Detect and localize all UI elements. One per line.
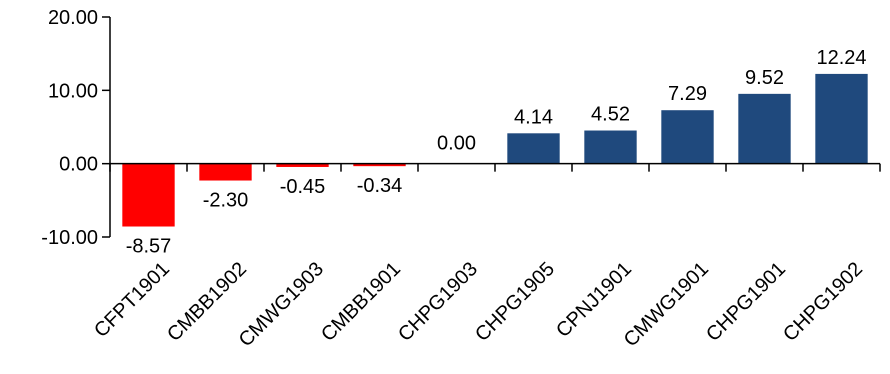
bar-cmbb1902 xyxy=(199,163,252,181)
bar-chpg1901 xyxy=(738,93,791,164)
data-label-chpg1903: 0.00 xyxy=(437,133,476,155)
data-label-cfpt1901: -8.57 xyxy=(126,236,172,258)
bar-cmwg1901 xyxy=(661,110,714,164)
x-tick-label-chpg1903: CHPG1903 xyxy=(394,258,482,346)
data-label-chpg1901: 9.52 xyxy=(745,67,784,89)
data-label-cmbb1901: -0.34 xyxy=(357,175,403,197)
y-tick-label: 10.00 xyxy=(48,80,98,102)
x-tick-label-chpg1905: CHPG1905 xyxy=(471,258,559,346)
x-tick-label-cmbb1901: CMBB1901 xyxy=(317,258,405,346)
data-label-chpg1902: 12.24 xyxy=(816,47,866,69)
x-tick-label-chpg1901: CHPG1901 xyxy=(702,258,790,346)
x-tick-label-cpnj1901: CPNJ1901 xyxy=(552,258,636,342)
y-tick-label: 20.00 xyxy=(48,7,98,29)
bar-cmbb1901 xyxy=(353,163,406,167)
data-labels: -8.57 -2.30 -0.45 -0.34 0.00 4.14 4.52 7.29 9.52… xyxy=(126,47,867,258)
category-labels: CFPT1901CMBB1902CMWG1903CMBB1901CHPG1903… xyxy=(90,258,867,351)
bar-cfpt1901 xyxy=(122,163,175,227)
x-axis xyxy=(109,162,881,172)
bar-chpg1902 xyxy=(815,73,868,164)
x-tick-label-chpg1902: CHPG1902 xyxy=(779,258,867,346)
bar-cpnj1901 xyxy=(584,130,637,164)
x-tick-label-cfpt1901: CFPT1901 xyxy=(90,258,174,342)
bar-chpg1905 xyxy=(507,133,560,164)
data-label-cmwg1903: -0.45 xyxy=(280,176,326,198)
data-label-cmbb1902: -2.30 xyxy=(203,190,249,212)
data-label-chpg1905: 4.14 xyxy=(514,106,553,128)
y-axis: 20.00 10.00 0.00 -10.00 xyxy=(41,7,111,249)
data-label-cmwg1901: 7.29 xyxy=(668,83,707,105)
data-label-cpnj1901: 4.52 xyxy=(591,104,630,126)
bars xyxy=(122,73,868,227)
y-tick-label: 0.00 xyxy=(59,154,98,176)
y-tick-label: -10.00 xyxy=(41,227,98,249)
bar-cmwg1903 xyxy=(276,163,329,167)
